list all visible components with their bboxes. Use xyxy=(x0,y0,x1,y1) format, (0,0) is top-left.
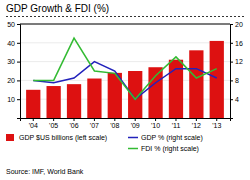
tick-mark xyxy=(17,24,20,25)
tick-mark xyxy=(17,62,20,63)
tick-label: 20 xyxy=(7,77,15,84)
tick: '10 xyxy=(151,118,160,129)
tick-mark xyxy=(17,43,20,44)
tick: '06 xyxy=(69,118,78,129)
tick-label: '04 xyxy=(29,122,38,129)
tick-label: '09 xyxy=(131,122,140,129)
tick: 50 xyxy=(7,21,20,28)
tick-mark xyxy=(17,99,20,100)
tick: 40 xyxy=(7,40,20,47)
grid-line xyxy=(20,24,230,25)
tick-mark xyxy=(114,118,115,121)
bar xyxy=(210,41,224,118)
y2-axis: 4 8 12 16 20 xyxy=(230,21,243,119)
tick-mark xyxy=(175,118,176,121)
bar-series xyxy=(26,41,224,118)
tick: 8 xyxy=(230,77,239,84)
legend-item: GDP $US billions (left scale) xyxy=(6,134,107,142)
line xyxy=(33,38,216,99)
tick-label: '05 xyxy=(49,122,58,129)
bar xyxy=(87,79,101,118)
annotation: Source: IMF, World Bank xyxy=(6,168,84,175)
y2-axis-line xyxy=(231,25,234,119)
plot: 102030405048121620'04'05'06'07'08'09'10'… xyxy=(7,21,243,129)
tick: 30 xyxy=(7,58,20,65)
tick: '12 xyxy=(192,118,201,129)
tick-mark xyxy=(230,62,233,63)
tick: 16 xyxy=(230,40,243,47)
legend-swatch xyxy=(128,148,138,150)
tick-mark xyxy=(196,118,197,121)
tick-label: '07 xyxy=(90,122,99,129)
tick-label: '13 xyxy=(212,122,221,129)
tick-label: 30 xyxy=(7,58,15,65)
tick-mark xyxy=(230,24,233,25)
chart: GDP Growth & FDI (%) 10 20 30 40 50 4 8 12 16 20 '0… xyxy=(0,0,250,180)
title: GDP Growth & FDI (%) xyxy=(6,3,109,14)
tick: '05 xyxy=(49,118,58,129)
tick: '11 xyxy=(172,118,181,129)
tick-label: '10 xyxy=(151,122,160,129)
bar xyxy=(189,50,203,118)
tick: 20 xyxy=(230,21,243,28)
frame-top xyxy=(20,24,230,25)
tick-mark xyxy=(216,118,217,121)
tick-mark xyxy=(53,118,54,121)
y-axis: 10 20 30 40 50 xyxy=(7,21,20,119)
bar xyxy=(67,84,81,118)
legend-swatch xyxy=(128,137,138,139)
bar xyxy=(26,90,40,118)
tick: '09 xyxy=(131,118,140,129)
y-axis-line xyxy=(17,25,21,119)
legend-item: FDI % (right scale) xyxy=(128,145,199,153)
tick-label: '12 xyxy=(192,122,201,129)
legend-label: FDI % (right scale) xyxy=(141,145,199,153)
tick-label: 40 xyxy=(7,40,15,47)
tick: '04 xyxy=(29,118,38,129)
tick-label: 20 xyxy=(235,21,243,28)
tick-label: '11 xyxy=(172,122,181,129)
tick-mark xyxy=(135,118,136,121)
tick-mark xyxy=(230,99,233,100)
tick-mark xyxy=(33,118,34,121)
tick-label: 12 xyxy=(235,58,243,65)
tick-label: 8 xyxy=(235,77,239,84)
tick-mark xyxy=(155,118,156,121)
tick: 4 xyxy=(230,96,239,103)
tick: 12 xyxy=(230,58,243,65)
tick-label: 50 xyxy=(7,21,15,28)
x-axis-line xyxy=(21,119,231,122)
legend: GDP $US billions (left scale) GDP % (righ… xyxy=(6,134,203,153)
tick-label: 10 xyxy=(7,96,15,103)
tick-label: 4 xyxy=(235,96,239,103)
marks xyxy=(26,38,224,118)
tick-label: '06 xyxy=(69,122,78,129)
tick-mark xyxy=(17,80,20,81)
tick: 10 xyxy=(7,96,20,103)
chart-container: GDP Growth & FDI (%) 10 20 30 40 50 4 8 12 16 20 '0… xyxy=(0,0,250,180)
tick-mark xyxy=(74,118,75,121)
title-rule xyxy=(6,16,246,17)
legend-item: GDP % (right scale) xyxy=(128,134,203,142)
tick-mark xyxy=(230,80,233,81)
grid-line xyxy=(20,42,230,43)
x-axis: '04 '05 '06 '07 '08 '09 '10 '11 '12 '13 xyxy=(21,118,231,129)
tick-label: 16 xyxy=(235,40,243,47)
tick-mark xyxy=(230,43,233,44)
tick: '13 xyxy=(212,118,221,129)
tick: '07 xyxy=(90,118,99,129)
legend-label: GDP $US billions (left scale) xyxy=(19,134,107,142)
tick: 20 xyxy=(7,77,20,84)
tick-mark xyxy=(94,118,95,121)
legend-swatch xyxy=(6,134,14,141)
legend-label: GDP % (right scale) xyxy=(141,134,203,142)
bar xyxy=(47,86,61,118)
tick-label: '08 xyxy=(110,122,119,129)
tick: '08 xyxy=(110,118,119,129)
